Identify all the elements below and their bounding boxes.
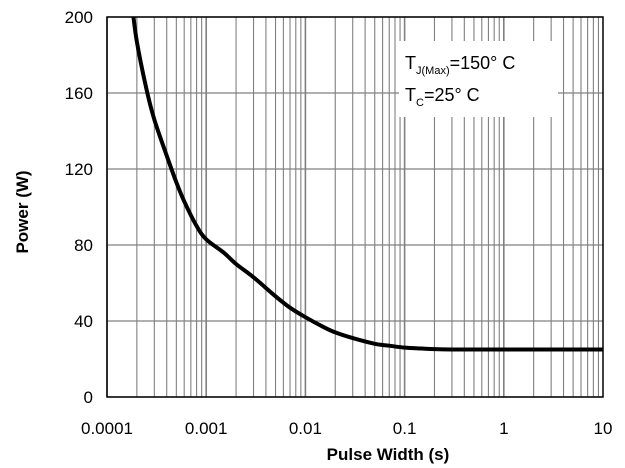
series-line-power [131, 17, 603, 352]
x-tick-label: 0.0001 [81, 419, 133, 438]
x-axis-title: Pulse Width (s) [327, 445, 450, 464]
y-tick-label: 120 [65, 160, 93, 179]
x-axis-tick-labels: 0.0001 0.001 0.01 0.1 1 10 [81, 419, 612, 438]
x-tick-label: 1 [499, 419, 508, 438]
y-tick-label: 200 [65, 8, 93, 27]
x-tick-label: 0.01 [289, 419, 322, 438]
y-axis-title: Power (W) [13, 170, 32, 253]
annotation-tc: TC=25° C [405, 85, 480, 109]
x-tick-label: 0.1 [393, 419, 417, 438]
y-axis-tick-labels: 0 40 80 120 160 200 [65, 8, 93, 407]
annotation-box: TJ(Max)=150° C TC=25° C [399, 41, 558, 117]
y-tick-label: 160 [65, 84, 93, 103]
y-tick-label: 0 [84, 388, 93, 407]
plot-area-frame [106, 16, 604, 398]
annotation-tj-max: TJ(Max)=150° C [405, 53, 515, 77]
x-tick-label: 0.001 [185, 419, 228, 438]
x-tick-label: 10 [594, 419, 613, 438]
y-tick-label: 40 [74, 312, 93, 331]
annotation-background [399, 41, 558, 117]
y-tick-label: 80 [74, 236, 93, 255]
